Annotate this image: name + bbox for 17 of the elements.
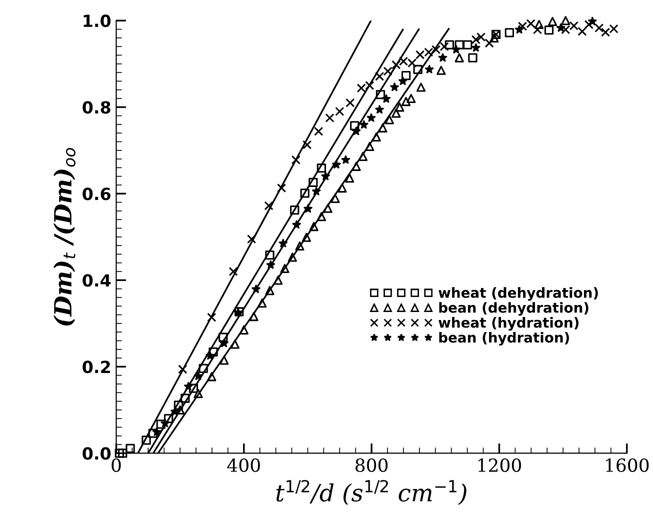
y-axis-title: (Dm)$_{t}$ /(Dm)$_{oo}$ [53,148,76,326]
x-tick-label: 1600 [606,458,649,472]
legend-label: wheat (hydration) [438,317,579,331]
y-tick-label: 0.2 [82,360,110,374]
y-tick-label: 1.0 [84,14,111,28]
legend-label: bean (hydration) [439,332,569,346]
y-tick-label: 0.0 [82,447,111,460]
legend-label: bean (dehydration) [439,302,588,316]
x-tick-label: 800 [356,458,388,472]
x-tick-label: 0 [112,458,121,472]
x-tick-label: 1200 [478,458,521,472]
x-tick-label: 400 [227,458,260,472]
y-tick-label: 0.4 [82,274,111,287]
y-tick-label: 0.8 [82,101,110,114]
y-tick-label: 0.6 [82,188,110,200]
legend-label: wheat (dehydration) [438,287,598,301]
x-axis-title: t$^{1/2}$/d (s$^{1/2}$ cm$^{−1}$) [276,480,466,505]
